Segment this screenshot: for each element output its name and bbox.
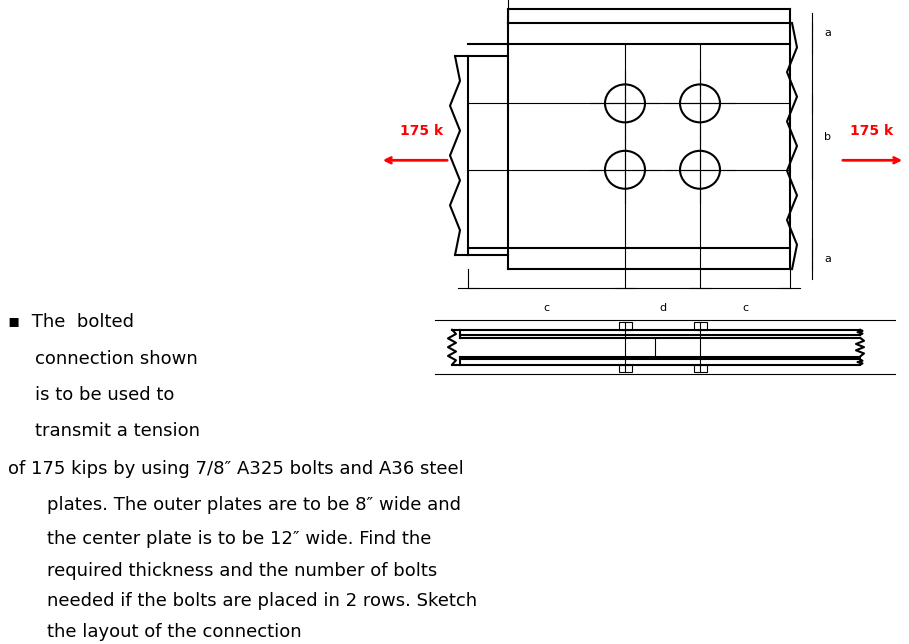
Text: b: b: [824, 131, 831, 142]
Text: d: d: [659, 303, 666, 312]
Bar: [618, 322, 632, 330]
Text: required thickness and the number of bolts: required thickness and the number of bol…: [47, 562, 437, 580]
Text: 175 k: 175 k: [401, 124, 444, 138]
Bar: [694, 322, 706, 330]
Bar: [694, 365, 706, 372]
Text: c: c: [544, 303, 550, 312]
Text: connection shown: connection shown: [35, 350, 198, 368]
Text: 175 k: 175 k: [851, 124, 894, 138]
Text: is to be used to: is to be used to: [35, 386, 175, 404]
Text: of 175 kips by using 7/8″ A325 bolts and A36 steel: of 175 kips by using 7/8″ A325 bolts and…: [8, 460, 464, 478]
Text: ▪  The  bolted: ▪ The bolted: [8, 312, 134, 330]
Text: c: c: [742, 303, 748, 312]
Text: a: a: [824, 254, 831, 264]
Text: transmit a tension: transmit a tension: [35, 422, 200, 440]
Text: plates. The outer plates are to be 8″ wide and: plates. The outer plates are to be 8″ wi…: [47, 496, 461, 513]
Bar: [618, 365, 632, 372]
Text: a: a: [824, 28, 831, 38]
Text: needed if the bolts are placed in 2 rows. Sketch: needed if the bolts are placed in 2 rows…: [47, 592, 477, 611]
Text: the center plate is to be 12″ wide. Find the: the center plate is to be 12″ wide. Find…: [47, 530, 432, 547]
Text: the layout of the connection: the layout of the connection: [47, 623, 302, 641]
